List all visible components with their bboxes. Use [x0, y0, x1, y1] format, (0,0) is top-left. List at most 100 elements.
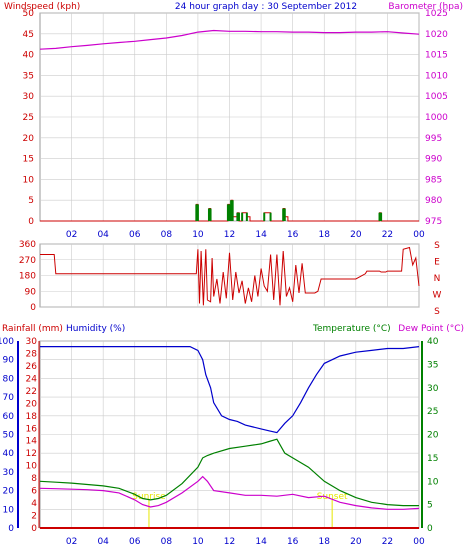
windspeed-axis-label: Windspeed (kph) — [4, 2, 80, 12]
x-tick-label: 12 — [224, 537, 235, 547]
compass-label: E — [434, 258, 440, 268]
direction-tick-label: 0 — [30, 303, 36, 313]
temperature-tick-label: 25 — [427, 407, 438, 417]
barometer-tick-label: 995 — [425, 134, 442, 144]
temperature-tick-label: 35 — [427, 360, 438, 370]
x-tick-label: 20 — [350, 230, 362, 240]
direction-tick-label: 180 — [19, 272, 36, 282]
wind-barometer-panel: 0510152025303540455097598098599099510001… — [23, 9, 449, 240]
x-tick-label: 16 — [287, 230, 299, 240]
sunset-label: Sunset — [317, 492, 348, 502]
x-tick-label: 00 — [413, 230, 425, 240]
compass-label: S — [434, 307, 440, 317]
windspeed-tick-label: 25 — [23, 113, 34, 123]
x-tick-label: 20 — [350, 537, 362, 547]
barometer-tick-label: 1025 — [425, 9, 448, 19]
x-tick-label: 06 — [129, 537, 141, 547]
dewpoint-axis-label: Dew Point (°C) — [398, 324, 464, 334]
humidity-tick-label: 60 — [3, 412, 15, 422]
windspeed-tick-label: 0 — [28, 217, 34, 227]
x-tick-label: 22 — [382, 230, 393, 240]
x-tick-label: 10 — [192, 230, 204, 240]
rainfall-tick-label: 22 — [26, 387, 37, 397]
x-tick-label: 04 — [97, 230, 109, 240]
compass-label: N — [434, 274, 441, 284]
rainfall-tick-label: 6 — [31, 487, 37, 497]
humidity-tick-label: 90 — [3, 356, 15, 366]
temperature-tick-label: 5 — [427, 501, 433, 511]
humidity-tick-label: 10 — [3, 505, 15, 515]
direction-tick-label: 360 — [19, 240, 36, 250]
barometer-tick-label: 985 — [425, 175, 442, 185]
barometer-tick-label: 990 — [425, 155, 442, 165]
x-tick-label: 08 — [161, 230, 173, 240]
direction-tick-label: 270 — [19, 256, 36, 266]
windspeed-tick-label: 30 — [23, 92, 35, 102]
temperature-tick-label: 20 — [427, 431, 439, 441]
barometer-line — [39, 29, 420, 50]
humidity-tick-label: 100 — [0, 337, 14, 347]
x-tick-label: 08 — [161, 537, 173, 547]
x-tick-label: 18 — [319, 537, 331, 547]
windspeed-tick-label: 5 — [28, 196, 34, 206]
humidity-axis-label: Humidity (%) — [66, 324, 125, 334]
x-tick-label: 04 — [97, 537, 109, 547]
humidity-tick-label: 40 — [3, 449, 15, 459]
dewpoint-line — [39, 475, 420, 510]
x-tick-label: 02 — [66, 537, 77, 547]
temperature-tick-label: 10 — [427, 477, 439, 487]
temperature-tick-label: 15 — [427, 454, 438, 464]
windspeed-tick-label: 35 — [23, 71, 34, 81]
rainfall-tick-label: 0 — [31, 524, 37, 534]
humidity-tick-label: 80 — [3, 374, 15, 384]
barometer-tick-label: 975 — [425, 217, 442, 227]
rainfall-tick-label: 16 — [26, 424, 38, 434]
windspeed-tick-label: 40 — [23, 51, 35, 61]
rainfall-tick-label: 12 — [26, 449, 37, 459]
humidity-tick-label: 70 — [3, 393, 15, 403]
temperature-axis-label: Temperature (°C) — [312, 324, 391, 334]
compass-label: S — [434, 241, 440, 251]
rainfall-axis-label: Rainfall (mm) — [2, 324, 63, 334]
x-tick-label: 22 — [382, 537, 393, 547]
rainfall-tick-label: 26 — [26, 362, 38, 372]
chart-title: 24 hour graph day : 30 September 2012 — [175, 2, 357, 12]
windspeed-tick-label: 50 — [23, 9, 35, 19]
temperature-line — [39, 438, 419, 507]
barometer-tick-label: 1010 — [425, 71, 448, 81]
humidity-tick-label: 30 — [3, 468, 15, 478]
barometer-axis-label: Barometer (hpa) — [388, 2, 463, 12]
rainfall-tick-label: 4 — [31, 499, 37, 509]
rainfall-tick-label: 18 — [26, 412, 38, 422]
rainfall-tick-label: 8 — [31, 474, 37, 484]
temp-humidity-panel: 0102030405060708090100024681012141618202… — [0, 337, 439, 547]
rainfall-tick-label: 30 — [26, 337, 38, 347]
windspeed-tick-label: 10 — [23, 175, 35, 185]
temperature-tick-label: 30 — [427, 384, 439, 394]
rainfall-tick-label: 28 — [26, 349, 38, 359]
x-tick-label: 14 — [255, 230, 267, 240]
x-tick-label: 16 — [287, 537, 299, 547]
windspeed-tick-label: 45 — [23, 30, 34, 40]
rainfall-tick-label: 14 — [26, 437, 38, 447]
barometer-tick-label: 1020 — [425, 30, 448, 40]
humidity-tick-label: 0 — [8, 524, 14, 534]
x-tick-label: 18 — [319, 230, 331, 240]
x-tick-label: 12 — [224, 230, 235, 240]
compass-label: W — [433, 291, 442, 301]
sunrise-label: Sunrise — [132, 492, 166, 502]
x-tick-label: 02 — [66, 230, 77, 240]
wind-direction-line — [40, 246, 420, 306]
temperature-tick-label: 0 — [427, 524, 433, 534]
rainfall-tick-label: 24 — [26, 374, 38, 384]
direction-tick-label: 90 — [25, 287, 37, 297]
x-tick-label: 06 — [129, 230, 141, 240]
rainfall-tick-label: 2 — [31, 512, 37, 522]
temperature-tick-label: 40 — [427, 337, 439, 347]
rainfall-tick-label: 10 — [26, 462, 38, 472]
barometer-tick-label: 980 — [425, 196, 442, 206]
x-tick-label: 00 — [413, 537, 425, 547]
